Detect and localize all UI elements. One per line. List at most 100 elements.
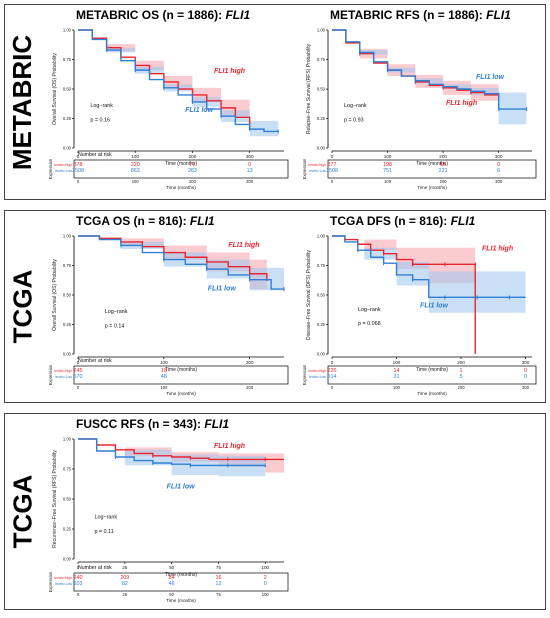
risk-count: 2 — [264, 575, 267, 581]
logrank-label: Log−rank — [90, 103, 113, 109]
panel-metabric-rfs: METABRIC RFS (n = 1886): FLI1 0.00 0.25 0.… — [298, 8, 543, 194]
label-low: FLI1 low — [167, 484, 196, 491]
panel-fuscc-rfs: FUSCC RFS (n = 343): FLI1 0.00 0.25 0.50 0.… — [44, 417, 294, 607]
risk-count: 378 — [74, 162, 83, 168]
risk-x-tick-label: 25 — [122, 592, 127, 597]
x-axis-label: Time (months) — [165, 572, 197, 578]
y-tick-label: 0.00 — [317, 146, 326, 151]
panel-metabric-os: METABRIC OS (n = 1886): FLI1 0.00 0.25 0.5… — [44, 8, 294, 194]
gene-name: FLI1 — [189, 214, 215, 228]
risk-x-tick-label: 0 — [77, 592, 80, 597]
section-label-tcga: TCGA — [4, 210, 42, 403]
label-high: FLI1 high — [214, 443, 245, 450]
km-chart-metabric-rfs: 0.00 0.25 0.50 0.75 1.00 0 100 200 300 Time (mont… — [302, 28, 537, 190]
x-tick-label: 200 — [439, 154, 447, 159]
y-axis-label: Overall Survival (OS) Probability — [52, 259, 58, 331]
risk-count: 514 — [328, 374, 337, 380]
gene-name: FLI1 — [486, 8, 511, 22]
risk-count: 0 — [248, 162, 251, 168]
risk-count: 82 — [122, 581, 128, 587]
risk-x-tick-label: 200 — [189, 179, 197, 184]
curve-low — [78, 29, 279, 133]
label-high: FLI1 high — [446, 100, 477, 107]
x-tick-label: 0 — [331, 360, 334, 365]
panel-title: FUSCC RFS (n = 343): FLI1 — [76, 417, 229, 431]
y-tick-label: 1.00 — [63, 437, 72, 442]
logrank-label: Log−rank — [344, 103, 367, 109]
risk-count: 14 — [394, 368, 400, 374]
risk-count: 0 — [524, 374, 527, 380]
risk-x-axis-label: Time (months) — [417, 185, 447, 190]
panel-title: METABRIC RFS (n = 1886): FLI1 — [330, 8, 511, 22]
risk-count: 46 — [169, 581, 175, 587]
x-tick-label: 25 — [122, 565, 128, 570]
risk-count: 0 — [524, 368, 527, 374]
risk-x-tick-label: 100 — [393, 385, 401, 390]
x-axis-label: Time (months) — [165, 161, 197, 167]
risk-count: 6 — [497, 168, 500, 174]
p-value-label: p = 0.068 — [358, 321, 381, 327]
risk-count: 220 — [131, 162, 140, 168]
risk-count: 103 — [74, 581, 83, 587]
x-tick-label: 100 — [131, 154, 139, 159]
title-text: FUSCC RFS (n = 343): — [76, 417, 205, 431]
y-tick-label: 0.00 — [63, 146, 72, 151]
y-tick-label: 0.75 — [317, 57, 326, 62]
risk-count: 1508 — [72, 168, 84, 174]
x-tick-label: 0 — [77, 154, 80, 159]
logrank-label: Log−rank — [358, 307, 381, 313]
title-text: TCGA OS (n = 816): — [76, 214, 190, 228]
section-label-text: METABRIC — [7, 34, 38, 170]
risk-x-tick-label: 75 — [216, 592, 221, 597]
y-tick-label: 0.25 — [63, 527, 72, 532]
risk-row-label: levels=High — [308, 369, 326, 373]
risk-row-label: levels=Low — [309, 375, 326, 379]
curve-high — [78, 235, 268, 281]
risk-x-tick-label: 300 — [495, 179, 503, 184]
risk-count: 48 — [161, 374, 167, 380]
panel-tcga-dfs: TCGA DFS (n = 816): FLI1 0.00 0.25 0.50 0.7… — [298, 214, 543, 400]
risk-x-tick-label: 200 — [246, 385, 254, 390]
panel-title: TCGA OS (n = 816): FLI1 — [76, 214, 215, 228]
y-tick-label: 0.50 — [63, 293, 72, 298]
risk-x-axis-label: Time (months) — [166, 391, 196, 396]
label-high: FLI1 high — [214, 68, 245, 75]
y-tick-label: 0.25 — [317, 322, 326, 327]
risk-x-tick-label: 100 — [132, 179, 140, 184]
y-tick-label: 0.50 — [317, 293, 326, 298]
x-tick-label: 200 — [457, 360, 465, 365]
y-tick-label: 1.00 — [317, 234, 326, 239]
risk-count: 0 — [497, 162, 500, 168]
p-value-label: p = 0.14 — [105, 323, 125, 329]
x-tick-label: 200 — [189, 154, 197, 159]
risk-table-title: Number at risk — [78, 152, 112, 158]
risk-x-tick-label: 0 — [77, 385, 80, 390]
x-tick-label: 0 — [77, 360, 80, 365]
p-value-label: p = 0.11 — [94, 529, 113, 535]
risk-row-label: levels=High — [308, 163, 326, 167]
section-tcga-1 — [4, 210, 546, 403]
risk-table-ylabel: Expression — [48, 571, 53, 592]
x-tick-label: 100 — [160, 360, 168, 365]
title-text: METABRIC RFS (n = 1886): — [330, 8, 487, 22]
risk-row-label: levels=Low — [55, 169, 72, 173]
risk-count: 751 — [383, 168, 392, 174]
y-tick-label: 1.00 — [63, 234, 72, 239]
risk-count: 198 — [383, 162, 392, 168]
p-value-label: p = 0.93 — [344, 117, 364, 123]
x-tick-label: 0 — [77, 565, 80, 570]
ci-band-low — [332, 30, 527, 125]
x-tick-label: 100 — [384, 154, 392, 159]
risk-table-ylabel: Expression — [48, 364, 53, 385]
risk-x-tick-label: 0 — [331, 385, 334, 390]
risk-table-frame — [73, 159, 289, 179]
risk-x-tick-label: 50 — [169, 592, 174, 597]
gene-name: FLI1 — [204, 417, 230, 431]
y-tick-label: 0.25 — [63, 116, 72, 121]
ci-band-low — [78, 236, 284, 307]
y-tick-label: 0.00 — [63, 557, 72, 562]
risk-row-label: levels=Low — [55, 375, 72, 379]
y-tick-label: 1.00 — [63, 28, 72, 33]
y-tick-label: 0.25 — [317, 116, 326, 121]
